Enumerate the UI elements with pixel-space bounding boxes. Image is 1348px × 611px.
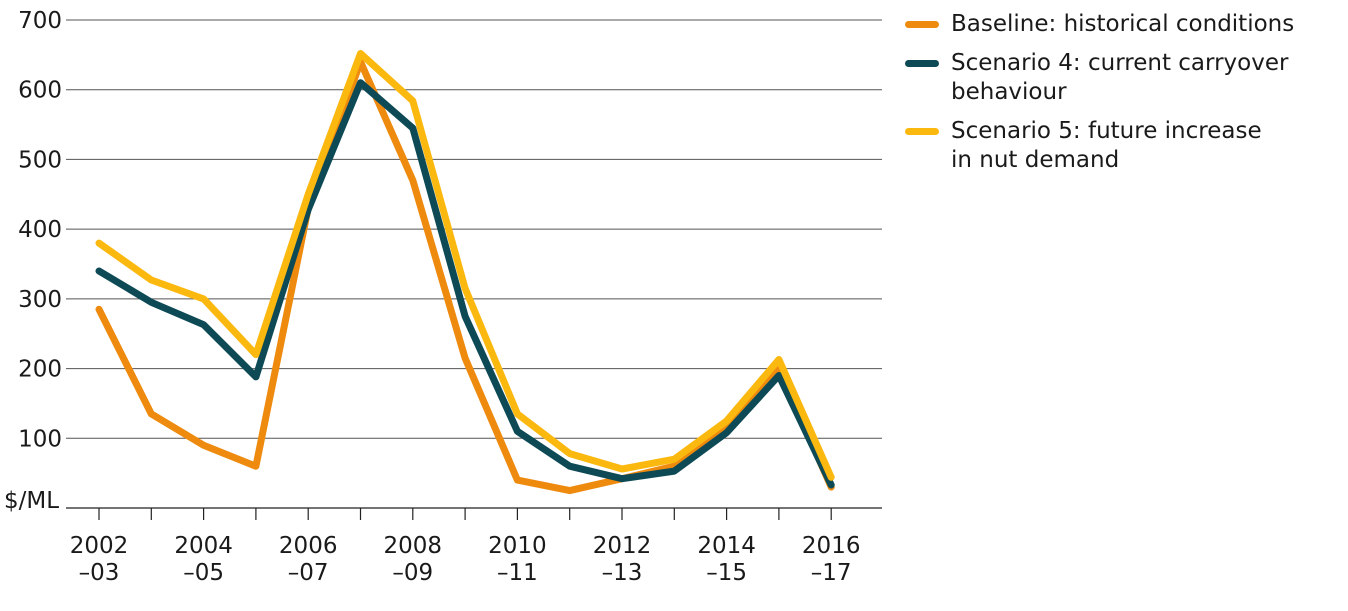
legend-swatch-scenario-4	[905, 60, 939, 67]
series-lines	[95, 50, 835, 495]
legend-label-baseline-line1: Baseline: historical conditions	[951, 11, 1295, 37]
x-tick-label-year: 2016	[802, 533, 861, 559]
legend-label-scenario-4-line1: Scenario 4: current carryover	[951, 50, 1289, 76]
x-tick-label-year: 2012	[593, 533, 652, 559]
x-tick-label-suffix: –03	[79, 560, 120, 586]
legend-item-baseline: Baseline: historical conditions	[905, 10, 1325, 39]
series-line-2	[95, 79, 835, 489]
legend: Baseline: historical conditions Scenario…	[905, 10, 1325, 185]
x-tick-label-suffix: –13	[602, 560, 643, 586]
x-tick-label-suffix: –09	[392, 560, 433, 586]
x-tick-label-suffix: –11	[497, 560, 538, 586]
x-tick-label-year: 2014	[697, 533, 756, 559]
legend-label-scenario-5-line2: in nut demand	[951, 147, 1120, 173]
x-tick-label-year: 2002	[70, 533, 129, 559]
y-tick-label-400: 400	[18, 217, 62, 243]
series-line-1	[95, 58, 835, 495]
legend-item-scenario-4: Scenario 4: current carryover behaviour	[905, 49, 1325, 107]
x-tick-label-suffix: –07	[288, 560, 329, 586]
y-tick-label-700: 700	[18, 8, 62, 34]
y-tick-label-200: 200	[18, 357, 62, 383]
y-tick-labels: 100 200 300 400 500 600 700	[18, 8, 62, 452]
x-tick-label-year: 2004	[174, 533, 233, 559]
legend-label-scenario-5-line1: Scenario 5: future increase	[951, 118, 1262, 144]
legend-swatch-scenario-5	[905, 128, 939, 135]
x-tick-label-suffix: –17	[811, 560, 852, 586]
y-tick-label-300: 300	[18, 287, 62, 313]
x-tick-label-suffix: –15	[706, 560, 747, 586]
x-tick-label-suffix: –05	[183, 560, 224, 586]
x-tick-labels: 2002–032004–052006–072008–092010–112012–…	[70, 533, 861, 586]
y-axis-unit-label: $/ML	[4, 488, 59, 514]
x-tick-label-year: 2010	[488, 533, 547, 559]
y-tick-label-100: 100	[18, 426, 62, 452]
x-tick-label-year: 2008	[384, 533, 443, 559]
y-tick-label-600: 600	[18, 78, 62, 104]
y-tick-label-500: 500	[18, 147, 62, 173]
x-tick-marks	[98, 508, 832, 520]
legend-item-scenario-5: Scenario 5: future increase in nut deman…	[905, 117, 1325, 175]
series-line-3	[95, 50, 835, 481]
legend-label-scenario-4-line2: behaviour	[951, 79, 1067, 105]
x-tick-label-year: 2006	[279, 533, 338, 559]
legend-swatch-baseline	[905, 21, 939, 28]
